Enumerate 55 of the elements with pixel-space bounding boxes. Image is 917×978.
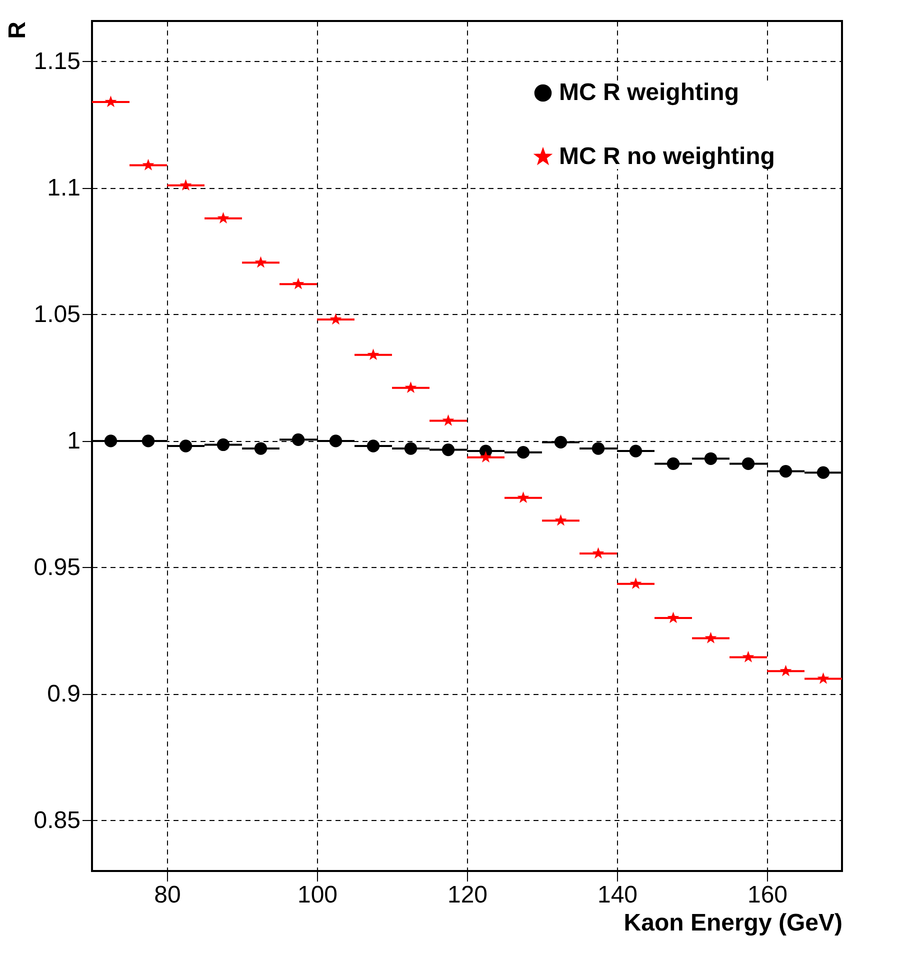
point: [442, 443, 455, 456]
point: [629, 444, 642, 458]
point: [404, 442, 418, 455]
y-tick-label: 1: [67, 427, 80, 454]
point: [254, 256, 267, 268]
point: [254, 442, 268, 455]
y-tick-label: 1.05: [34, 300, 80, 328]
point: [816, 466, 830, 479]
point: [516, 446, 530, 459]
y-tick-label: 0.95: [34, 554, 80, 581]
point: [780, 664, 792, 676]
point: [367, 348, 380, 360]
point: [142, 158, 154, 170]
point: [592, 547, 604, 559]
point: [667, 612, 680, 624]
y-axis-title: R: [4, 22, 31, 39]
point: [742, 457, 755, 470]
x-tick-label: 120: [447, 882, 488, 908]
y-tick-label: 0.85: [34, 806, 80, 834]
y-tick-label: 0.9: [47, 680, 80, 708]
point: [216, 438, 230, 452]
point: [704, 632, 717, 644]
point: [592, 442, 605, 455]
point: [442, 414, 454, 426]
point: [779, 464, 792, 478]
point: [630, 578, 642, 589]
x-tick-label: 80: [154, 882, 181, 908]
point: [817, 672, 830, 684]
point: [480, 451, 492, 463]
point: [104, 434, 118, 448]
y-tick-label: 1.15: [34, 48, 80, 75]
point: [330, 313, 342, 325]
x-tick-label: 140: [597, 882, 638, 908]
point: [217, 212, 230, 224]
point: [142, 434, 155, 448]
point: [404, 381, 417, 393]
point: [666, 457, 680, 470]
y-tick-label: 1.1: [47, 174, 80, 202]
x-tick-label: 100: [297, 882, 338, 908]
point: [554, 514, 567, 526]
point: [554, 436, 568, 449]
point: [704, 452, 718, 465]
point: [517, 492, 530, 503]
x-axis-title: Kaon Energy (GeV): [624, 910, 842, 936]
point: [366, 440, 380, 452]
point: [292, 278, 304, 290]
point: [292, 433, 305, 446]
legend-label: MC R no weighting: [559, 143, 775, 170]
point: [180, 179, 192, 191]
point: [329, 434, 342, 448]
point: [104, 96, 117, 108]
point: [742, 650, 754, 662]
legend-label: MC R weighting: [559, 79, 739, 106]
point: [179, 440, 192, 452]
x-tick-label: 160: [747, 882, 788, 908]
